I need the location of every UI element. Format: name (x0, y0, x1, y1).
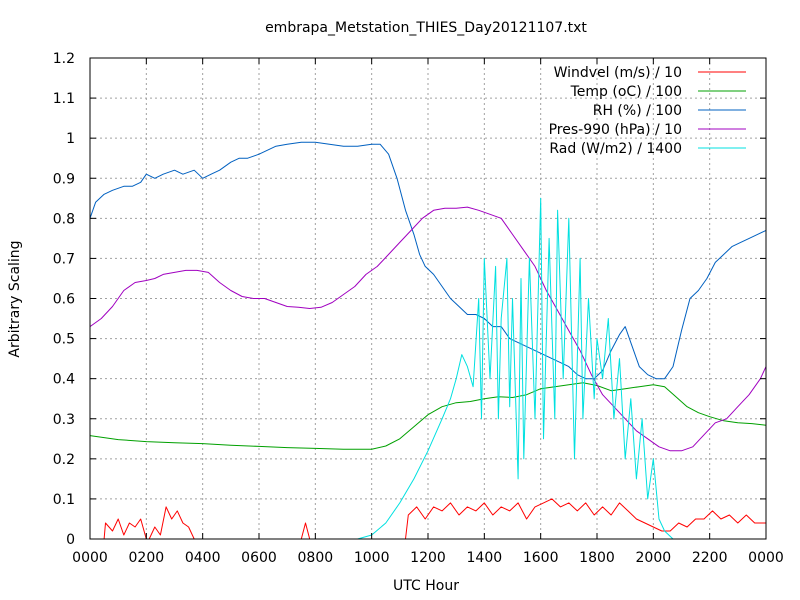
y-tick-label: 1.1 (53, 91, 75, 107)
x-tick-label: 0400 (185, 550, 221, 566)
chart-title: embrapa_Metstation_THIES_Day20121107.txt (265, 20, 587, 36)
x-tick-label: 0800 (298, 550, 334, 566)
y-tick-label: 1.2 (53, 51, 75, 67)
x-tick-label: 1600 (523, 550, 559, 566)
x-tick-label: 0000 (748, 550, 784, 566)
y-axis-label: Arbitrary Scaling (7, 240, 23, 357)
y-tick-label: 0.2 (53, 452, 75, 468)
y-tick-label: 0.3 (53, 412, 75, 428)
y-tick-label: 0.6 (53, 292, 75, 308)
legend-label-1: Windvel (m/s) / 10 (554, 65, 682, 81)
x-tick-label: 0000 (72, 550, 108, 566)
x-tick-label: 1000 (354, 550, 390, 566)
x-axis-label: UTC Hour (393, 578, 459, 594)
x-tick-label: 2000 (636, 550, 672, 566)
y-tick-label: 0.9 (53, 171, 75, 187)
legend-label-3: RH (%) / 100 (593, 103, 682, 119)
y-tick-label: 0 (66, 532, 75, 548)
y-tick-label: 1 (66, 131, 75, 147)
legend-label-4: Pres-990 (hPa) / 10 (549, 122, 682, 138)
x-tick-label: 0200 (129, 550, 165, 566)
y-tick-label: 0.4 (53, 372, 75, 388)
series-line-5 (90, 197, 766, 540)
y-tick-label: 0.8 (53, 211, 75, 227)
series-line-2 (89, 382, 767, 450)
series-line-4 (89, 206, 767, 452)
x-tick-label: 0600 (241, 550, 277, 566)
legend-label-5: Rad (W/m2) / 1400 (549, 141, 682, 157)
x-tick-label: 2200 (692, 550, 728, 566)
y-tick-label: 0.1 (53, 492, 75, 508)
plot-series (89, 141, 767, 540)
x-tick-label: 1800 (579, 550, 615, 566)
legend-label-2: Temp (oC) / 100 (570, 84, 682, 100)
legend: Windvel (m/s) / 10 Temp (oC) / 100 RH (%) … (549, 65, 746, 157)
x-tick-label: 1200 (410, 550, 446, 566)
series-line-3 (89, 141, 767, 380)
tick-labels: 0000 0200 0400 0600 0800 1000 1200 1400 1600 1800… (53, 51, 784, 566)
y-tick-label: 0.5 (53, 332, 75, 348)
y-tick-label: 0.7 (53, 251, 75, 267)
series-line-1 (90, 498, 766, 540)
x-tick-label: 1400 (467, 550, 503, 566)
